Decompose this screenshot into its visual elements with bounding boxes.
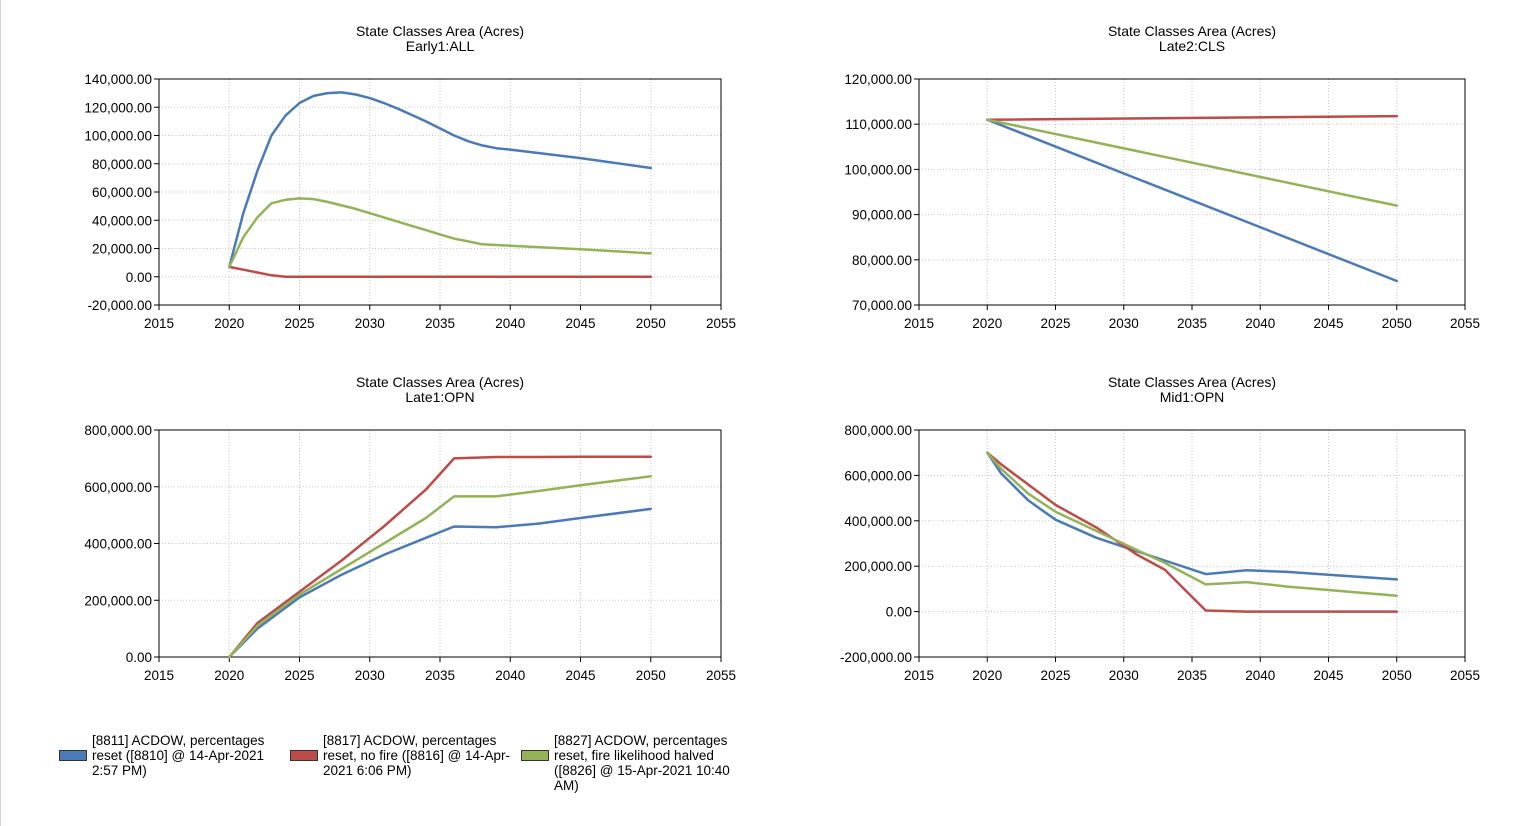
- y-tick-label: 800,000.00: [844, 423, 912, 438]
- y-tick-label: 400,000.00: [84, 537, 152, 552]
- y-tick-label: 140,000.00: [84, 72, 152, 87]
- x-tick-label: 2040: [1245, 316, 1275, 331]
- y-tick-label: 90,000.00: [852, 208, 912, 223]
- y-tick-label: 200,000.00: [84, 593, 152, 608]
- legend-swatch: [290, 750, 318, 761]
- x-tick-label: 2040: [1245, 668, 1275, 683]
- x-tick-label: 2050: [1382, 316, 1412, 331]
- y-tick-label: 0.00: [126, 270, 152, 285]
- x-tick-label: 2055: [706, 668, 736, 683]
- x-tick-label: 2050: [1382, 668, 1412, 683]
- x-tick-label: 2025: [1040, 668, 1070, 683]
- y-tick-label: 80,000.00: [852, 253, 912, 268]
- y-tick-label: 40,000.00: [92, 213, 152, 228]
- y-tick-label: 400,000.00: [844, 514, 912, 529]
- x-tick-label: 2040: [495, 316, 525, 331]
- chart-panel-2: State Classes Area (Acres)Late1:OPN 2015 2…: [84, 374, 736, 683]
- y-tick-label: 0.00: [886, 605, 912, 620]
- x-tick-label: 2050: [636, 316, 666, 331]
- series-line-s8811: [986, 451, 1399, 581]
- x-tick-label: 2045: [1313, 668, 1343, 683]
- x-tick-label: 2030: [355, 668, 385, 683]
- x-tick-label: 2045: [565, 668, 595, 683]
- y-tick-label: 80,000.00: [92, 157, 152, 172]
- window-left-border: [0, 0, 1, 826]
- series-line-s8811: [228, 507, 653, 659]
- chart-title: State Classes Area (Acres): [356, 374, 524, 390]
- chart-title: State Classes Area (Acres): [1108, 23, 1276, 39]
- series-line-s8817: [986, 451, 1399, 613]
- y-tick-label: 120,000.00: [84, 100, 152, 115]
- series-line-s8827: [228, 475, 653, 659]
- chart-subtitle: Late2:CLS: [1159, 38, 1225, 54]
- legend-label: [8817] ACDOW, percentages reset, no fire…: [323, 733, 511, 778]
- series-line-s8817: [228, 455, 653, 659]
- y-tick-label: 800,000.00: [84, 423, 152, 438]
- chart-subtitle: Early1:ALL: [406, 38, 475, 54]
- y-tick-label: 100,000.00: [844, 162, 912, 177]
- x-tick-label: 2040: [495, 668, 525, 683]
- series-line-s8811: [228, 91, 653, 269]
- y-tick-label: 100,000.00: [84, 129, 152, 144]
- x-tick-label: 2020: [214, 316, 244, 331]
- x-tick-label: 2050: [636, 668, 666, 683]
- x-tick-label: 2055: [1450, 316, 1480, 331]
- y-tick-label: -200,000.00: [840, 650, 912, 665]
- x-tick-label: 2020: [972, 668, 1002, 683]
- y-tick-label: 20,000.00: [92, 242, 152, 257]
- y-tick-label: 200,000.00: [844, 559, 912, 574]
- x-tick-label: 2035: [425, 668, 455, 683]
- y-tick-label: 110,000.00: [845, 117, 912, 132]
- chart-title: State Classes Area (Acres): [1108, 374, 1276, 390]
- x-tick-label: 2025: [284, 316, 314, 331]
- x-tick-label: 2030: [1109, 316, 1139, 331]
- x-tick-label: 2045: [565, 316, 595, 331]
- x-tick-label: 2020: [972, 316, 1002, 331]
- chart-panel-3: State Classes Area (Acres)Mid1:OPN 2015 20…: [840, 374, 1480, 683]
- y-tick-label: 60,000.00: [92, 185, 152, 200]
- x-tick-label: 2020: [214, 668, 244, 683]
- chart-subtitle: Mid1:OPN: [1160, 389, 1225, 405]
- y-tick-label: 600,000.00: [84, 480, 152, 495]
- chart-subtitle: Late1:OPN: [405, 389, 474, 405]
- x-tick-label: 2030: [1109, 668, 1139, 683]
- y-tick-label: 600,000.00: [844, 468, 912, 483]
- x-tick-label: 2035: [425, 316, 455, 331]
- chart-panel-0: State Classes Area (Acres)Early1:ALL 2015…: [84, 23, 736, 331]
- series-line-s8817: [986, 114, 1399, 121]
- series-line-s8811: [986, 118, 1399, 283]
- y-tick-label: -20,000.00: [87, 298, 152, 313]
- x-tick-label: 2045: [1313, 316, 1343, 331]
- x-tick-label: 2055: [706, 316, 736, 331]
- x-tick-label: 2035: [1177, 316, 1207, 331]
- y-tick-label: 70,000.00: [852, 298, 912, 313]
- series-line-s8827: [986, 118, 1399, 207]
- series-line-s8817: [228, 265, 653, 279]
- x-tick-label: 2015: [144, 668, 174, 683]
- series-line-s8827: [228, 197, 653, 269]
- series-line-s8827: [986, 451, 1399, 597]
- chart-panel-1: State Classes Area (Acres)Late2:CLS 2015 2…: [844, 23, 1480, 331]
- legend-swatch: [59, 750, 87, 761]
- chart-title: State Classes Area (Acres): [356, 23, 524, 39]
- x-tick-label: 2030: [355, 316, 385, 331]
- legend-swatch: [521, 750, 549, 761]
- x-tick-label: 2025: [284, 668, 314, 683]
- y-tick-label: 120,000.00: [844, 72, 912, 87]
- x-tick-label: 2015: [144, 316, 174, 331]
- x-tick-label: 2035: [1177, 668, 1207, 683]
- legend-label: [8827] ACDOW, percentages reset, fire li…: [554, 733, 730, 793]
- x-tick-label: 2015: [904, 668, 934, 683]
- x-tick-label: 2015: [904, 316, 934, 331]
- x-tick-label: 2025: [1040, 316, 1070, 331]
- y-tick-label: 0.00: [126, 650, 152, 665]
- legend-label: [8811] ACDOW, percentages reset ([8810] …: [92, 733, 265, 778]
- x-tick-label: 2055: [1450, 668, 1480, 683]
